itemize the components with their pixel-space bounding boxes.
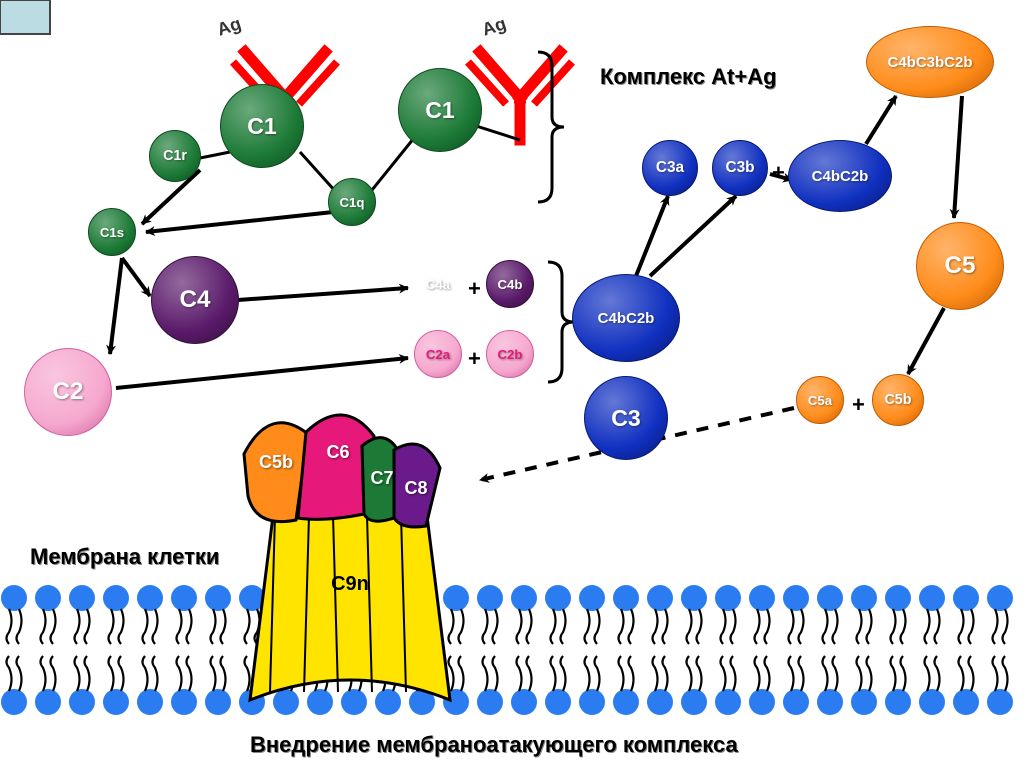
label: Мембрана клетки xyxy=(30,544,219,570)
c4: C4 xyxy=(151,256,239,344)
c1r: C1r xyxy=(149,130,201,182)
c1-a: C1 xyxy=(220,84,304,168)
svg-text:C6: C6 xyxy=(326,442,349,462)
c5: C5 xyxy=(916,222,1004,310)
label: Внедрение мембраноатакующего комплекса xyxy=(250,732,738,758)
label: Комплекс At+Ag xyxy=(600,64,777,90)
c5b: C5b xyxy=(872,374,924,426)
c4bc3bc2b: C4bC3bC2b xyxy=(866,26,994,98)
c2a: C2a xyxy=(414,330,462,378)
c3: C3 xyxy=(584,376,668,460)
c2: C2 xyxy=(24,348,112,436)
plus: + xyxy=(852,392,865,418)
c4bc2b-top: C4bC2b xyxy=(788,140,892,212)
c4bc2b-mid: C4bC2b xyxy=(572,274,680,362)
c1s: C1s xyxy=(88,208,136,256)
svg-text:C7: C7 xyxy=(370,468,393,488)
svg-text:C8: C8 xyxy=(404,478,427,498)
c3a: C3a xyxy=(642,140,698,196)
diagram-root: { "canvas":{"w":1024,"h":767,"bg":"#ffff… xyxy=(0,0,1024,767)
c1q: C1q xyxy=(328,178,376,226)
svg-text:Ag: Ag xyxy=(480,13,509,39)
c3b: C3b xyxy=(712,140,768,196)
c1-b: C1 xyxy=(398,68,482,152)
c5a: C5a xyxy=(796,376,844,424)
c4a: C4a xyxy=(414,260,462,308)
c2b: C2b xyxy=(486,330,534,378)
c4b: C4b xyxy=(486,260,534,308)
svg-text:C9n: C9n xyxy=(331,573,369,595)
plus: + xyxy=(772,160,785,186)
svg-text:C5b: C5b xyxy=(259,452,293,472)
plus: + xyxy=(468,346,481,372)
plus: + xyxy=(468,276,481,302)
svg-text:Ag: Ag xyxy=(215,13,244,39)
svg-layer: C5b C6 C7 C8 C9n Ag Ag xyxy=(0,0,1024,767)
